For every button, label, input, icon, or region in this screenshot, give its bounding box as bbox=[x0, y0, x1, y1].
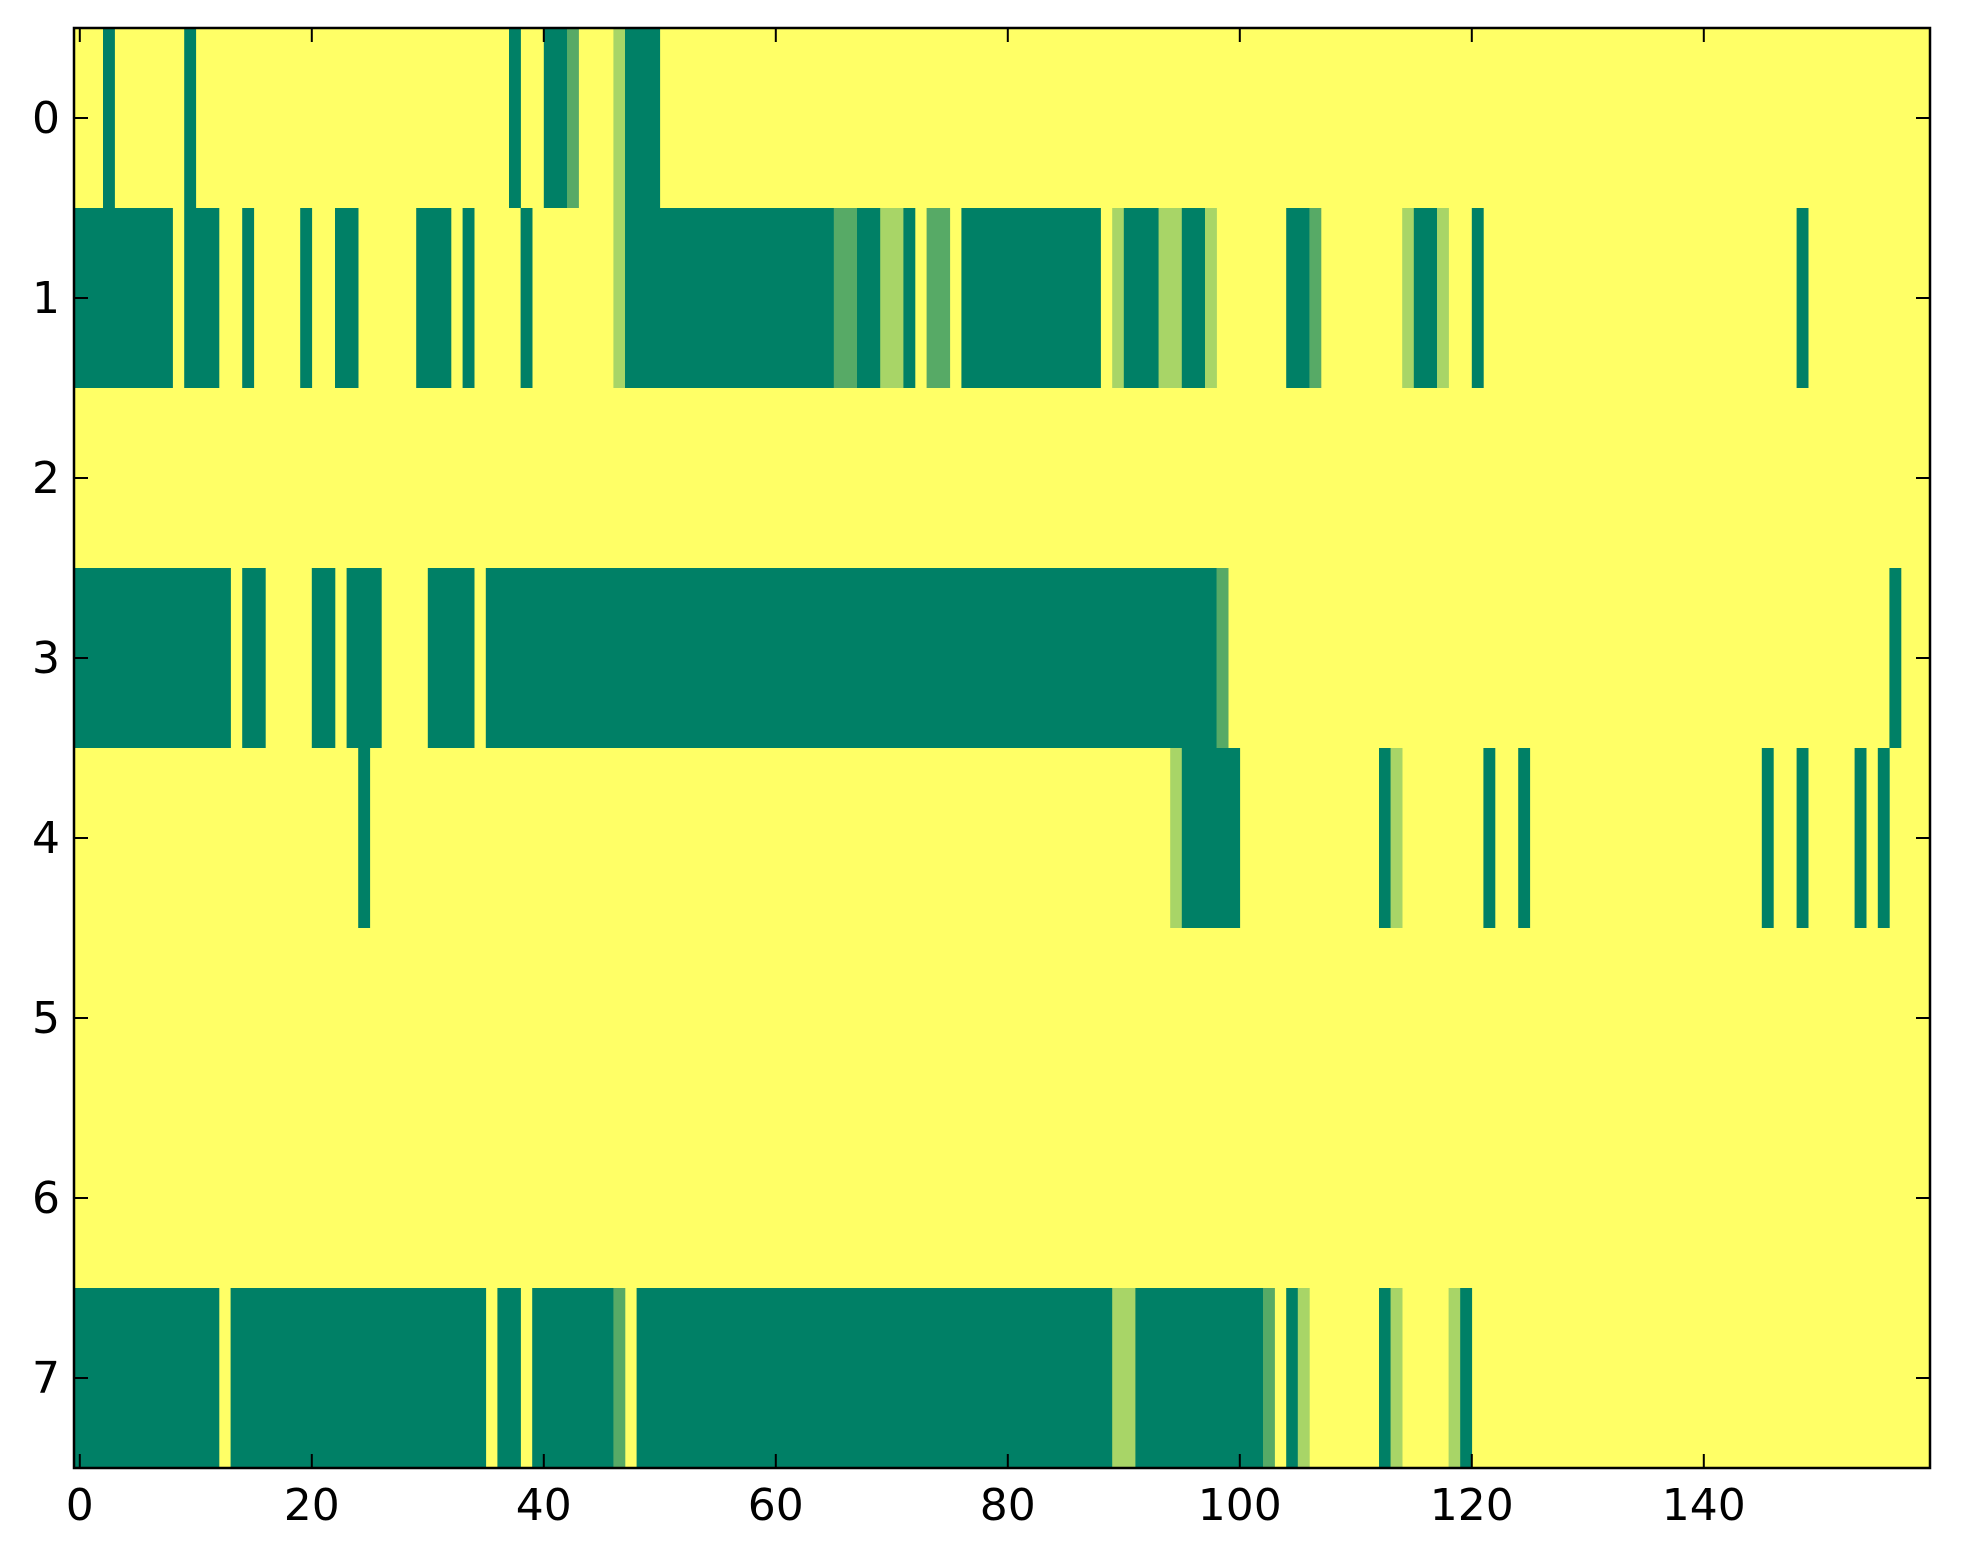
heatmap-cell bbox=[311, 568, 336, 748]
x-axis-tick-labels: 0 20 40 60 80 100 120 140 bbox=[66, 1480, 1746, 1531]
heatmap-cell bbox=[1379, 748, 1391, 928]
heatmap-cell bbox=[184, 208, 220, 388]
y-tick-label: 1 bbox=[32, 273, 60, 324]
heatmap-cell bbox=[1390, 1288, 1403, 1468]
x-tick-label: 140 bbox=[1662, 1480, 1746, 1531]
x-tick-label: 80 bbox=[980, 1480, 1036, 1531]
heatmap-cell bbox=[1854, 748, 1867, 928]
heatmap-cell bbox=[1158, 208, 1183, 388]
heatmap-cell bbox=[857, 208, 881, 388]
heatmap-cell bbox=[833, 208, 858, 388]
heatmap-cell bbox=[520, 208, 533, 388]
x-tick-label: 40 bbox=[516, 1480, 572, 1531]
heatmap-cell bbox=[625, 208, 835, 388]
heatmap-cell bbox=[103, 28, 115, 208]
x-tick-label: 120 bbox=[1430, 1480, 1514, 1531]
heatmap-cell bbox=[184, 28, 197, 208]
heatmap-cell bbox=[1297, 1288, 1310, 1468]
y-tick-label: 5 bbox=[32, 993, 60, 1044]
axis-ticks bbox=[74, 28, 1930, 1468]
heatmap-cell bbox=[335, 208, 359, 388]
heatmap-cell bbox=[1437, 208, 1449, 388]
heatmap-cell bbox=[230, 1288, 487, 1468]
heatmap-cell bbox=[1170, 748, 1183, 928]
heatmap-cells bbox=[74, 28, 1930, 1468]
x-tick-label: 60 bbox=[748, 1480, 804, 1531]
heatmap-cell bbox=[1286, 208, 1310, 388]
x-tick-label: 0 bbox=[66, 1480, 94, 1531]
heatmap-cell bbox=[613, 208, 626, 388]
heatmap-cell bbox=[1448, 1288, 1461, 1468]
heatmap-cell bbox=[1877, 748, 1890, 928]
heatmap-cell bbox=[1518, 748, 1531, 928]
heatmap-cell bbox=[242, 208, 255, 388]
heatmap-cell bbox=[961, 208, 1101, 388]
heatmap-cell bbox=[242, 568, 266, 748]
heatmap-cell bbox=[1413, 208, 1438, 388]
heatmap-cell bbox=[1402, 208, 1415, 388]
heatmap-cell bbox=[74, 1288, 220, 1468]
heatmap-cell bbox=[1112, 208, 1125, 388]
heatmap-cell bbox=[1390, 748, 1403, 928]
heatmap-cell bbox=[613, 28, 626, 208]
heatmap-cell bbox=[532, 1288, 614, 1468]
heatmap-cell bbox=[926, 208, 951, 388]
x-tick-label: 20 bbox=[284, 1480, 340, 1531]
heatmap-cell bbox=[509, 28, 521, 208]
heatmap-cell bbox=[543, 28, 568, 208]
heatmap-cell bbox=[1796, 208, 1809, 388]
x-tick-label: 100 bbox=[1198, 1480, 1282, 1531]
heatmap-cell bbox=[346, 568, 382, 748]
y-tick-label: 4 bbox=[32, 813, 60, 864]
heatmap-cell bbox=[636, 1288, 1113, 1468]
heatmap-cell bbox=[485, 568, 1217, 748]
heatmap-cell bbox=[567, 28, 579, 208]
heatmap-cell bbox=[1181, 748, 1241, 928]
heatmap-cell bbox=[497, 1288, 521, 1468]
heatmap-cell bbox=[462, 208, 475, 388]
heatmap-cell bbox=[416, 208, 452, 388]
heatmap-cell bbox=[1135, 1288, 1264, 1468]
heatmap-cell bbox=[1123, 208, 1159, 388]
heatmap-cell bbox=[625, 28, 661, 208]
heatmap-cell bbox=[1460, 1288, 1473, 1468]
y-tick-label: 7 bbox=[32, 1353, 60, 1404]
heatmap-cell bbox=[613, 1288, 626, 1468]
heatmap-cell bbox=[300, 208, 313, 388]
y-tick-label: 3 bbox=[32, 633, 60, 684]
y-tick-label: 2 bbox=[32, 453, 60, 504]
y-tick-label: 6 bbox=[32, 1173, 60, 1224]
heatmap-cell bbox=[1181, 208, 1206, 388]
heatmap-cell bbox=[1471, 208, 1484, 388]
heatmap-cell bbox=[1205, 208, 1217, 388]
plot-frame bbox=[72, 26, 1932, 1470]
heatmap-cell bbox=[1216, 568, 1229, 748]
heatmap-cell bbox=[74, 208, 173, 388]
y-axis-tick-labels: 0 1 2 3 4 5 6 7 bbox=[32, 93, 60, 1404]
heatmap-cell bbox=[1483, 748, 1496, 928]
heatmap-cell bbox=[880, 208, 904, 388]
heatmap-cell bbox=[1263, 1288, 1275, 1468]
heatmap-cell bbox=[1286, 1288, 1299, 1468]
heatmap-cell bbox=[1379, 1288, 1391, 1468]
heatmap-cell bbox=[358, 748, 371, 928]
heatmap-cell bbox=[1761, 748, 1774, 928]
heatmap-cell bbox=[74, 568, 231, 748]
heatmap-cell bbox=[1309, 208, 1322, 388]
heatmap-cell bbox=[1112, 1288, 1136, 1468]
heatmap-cell bbox=[1889, 568, 1902, 748]
heatmap-cell bbox=[903, 208, 916, 388]
y-tick-label: 0 bbox=[32, 93, 60, 144]
heatmap-cell bbox=[427, 568, 475, 748]
heatmap-cell bbox=[1796, 748, 1809, 928]
